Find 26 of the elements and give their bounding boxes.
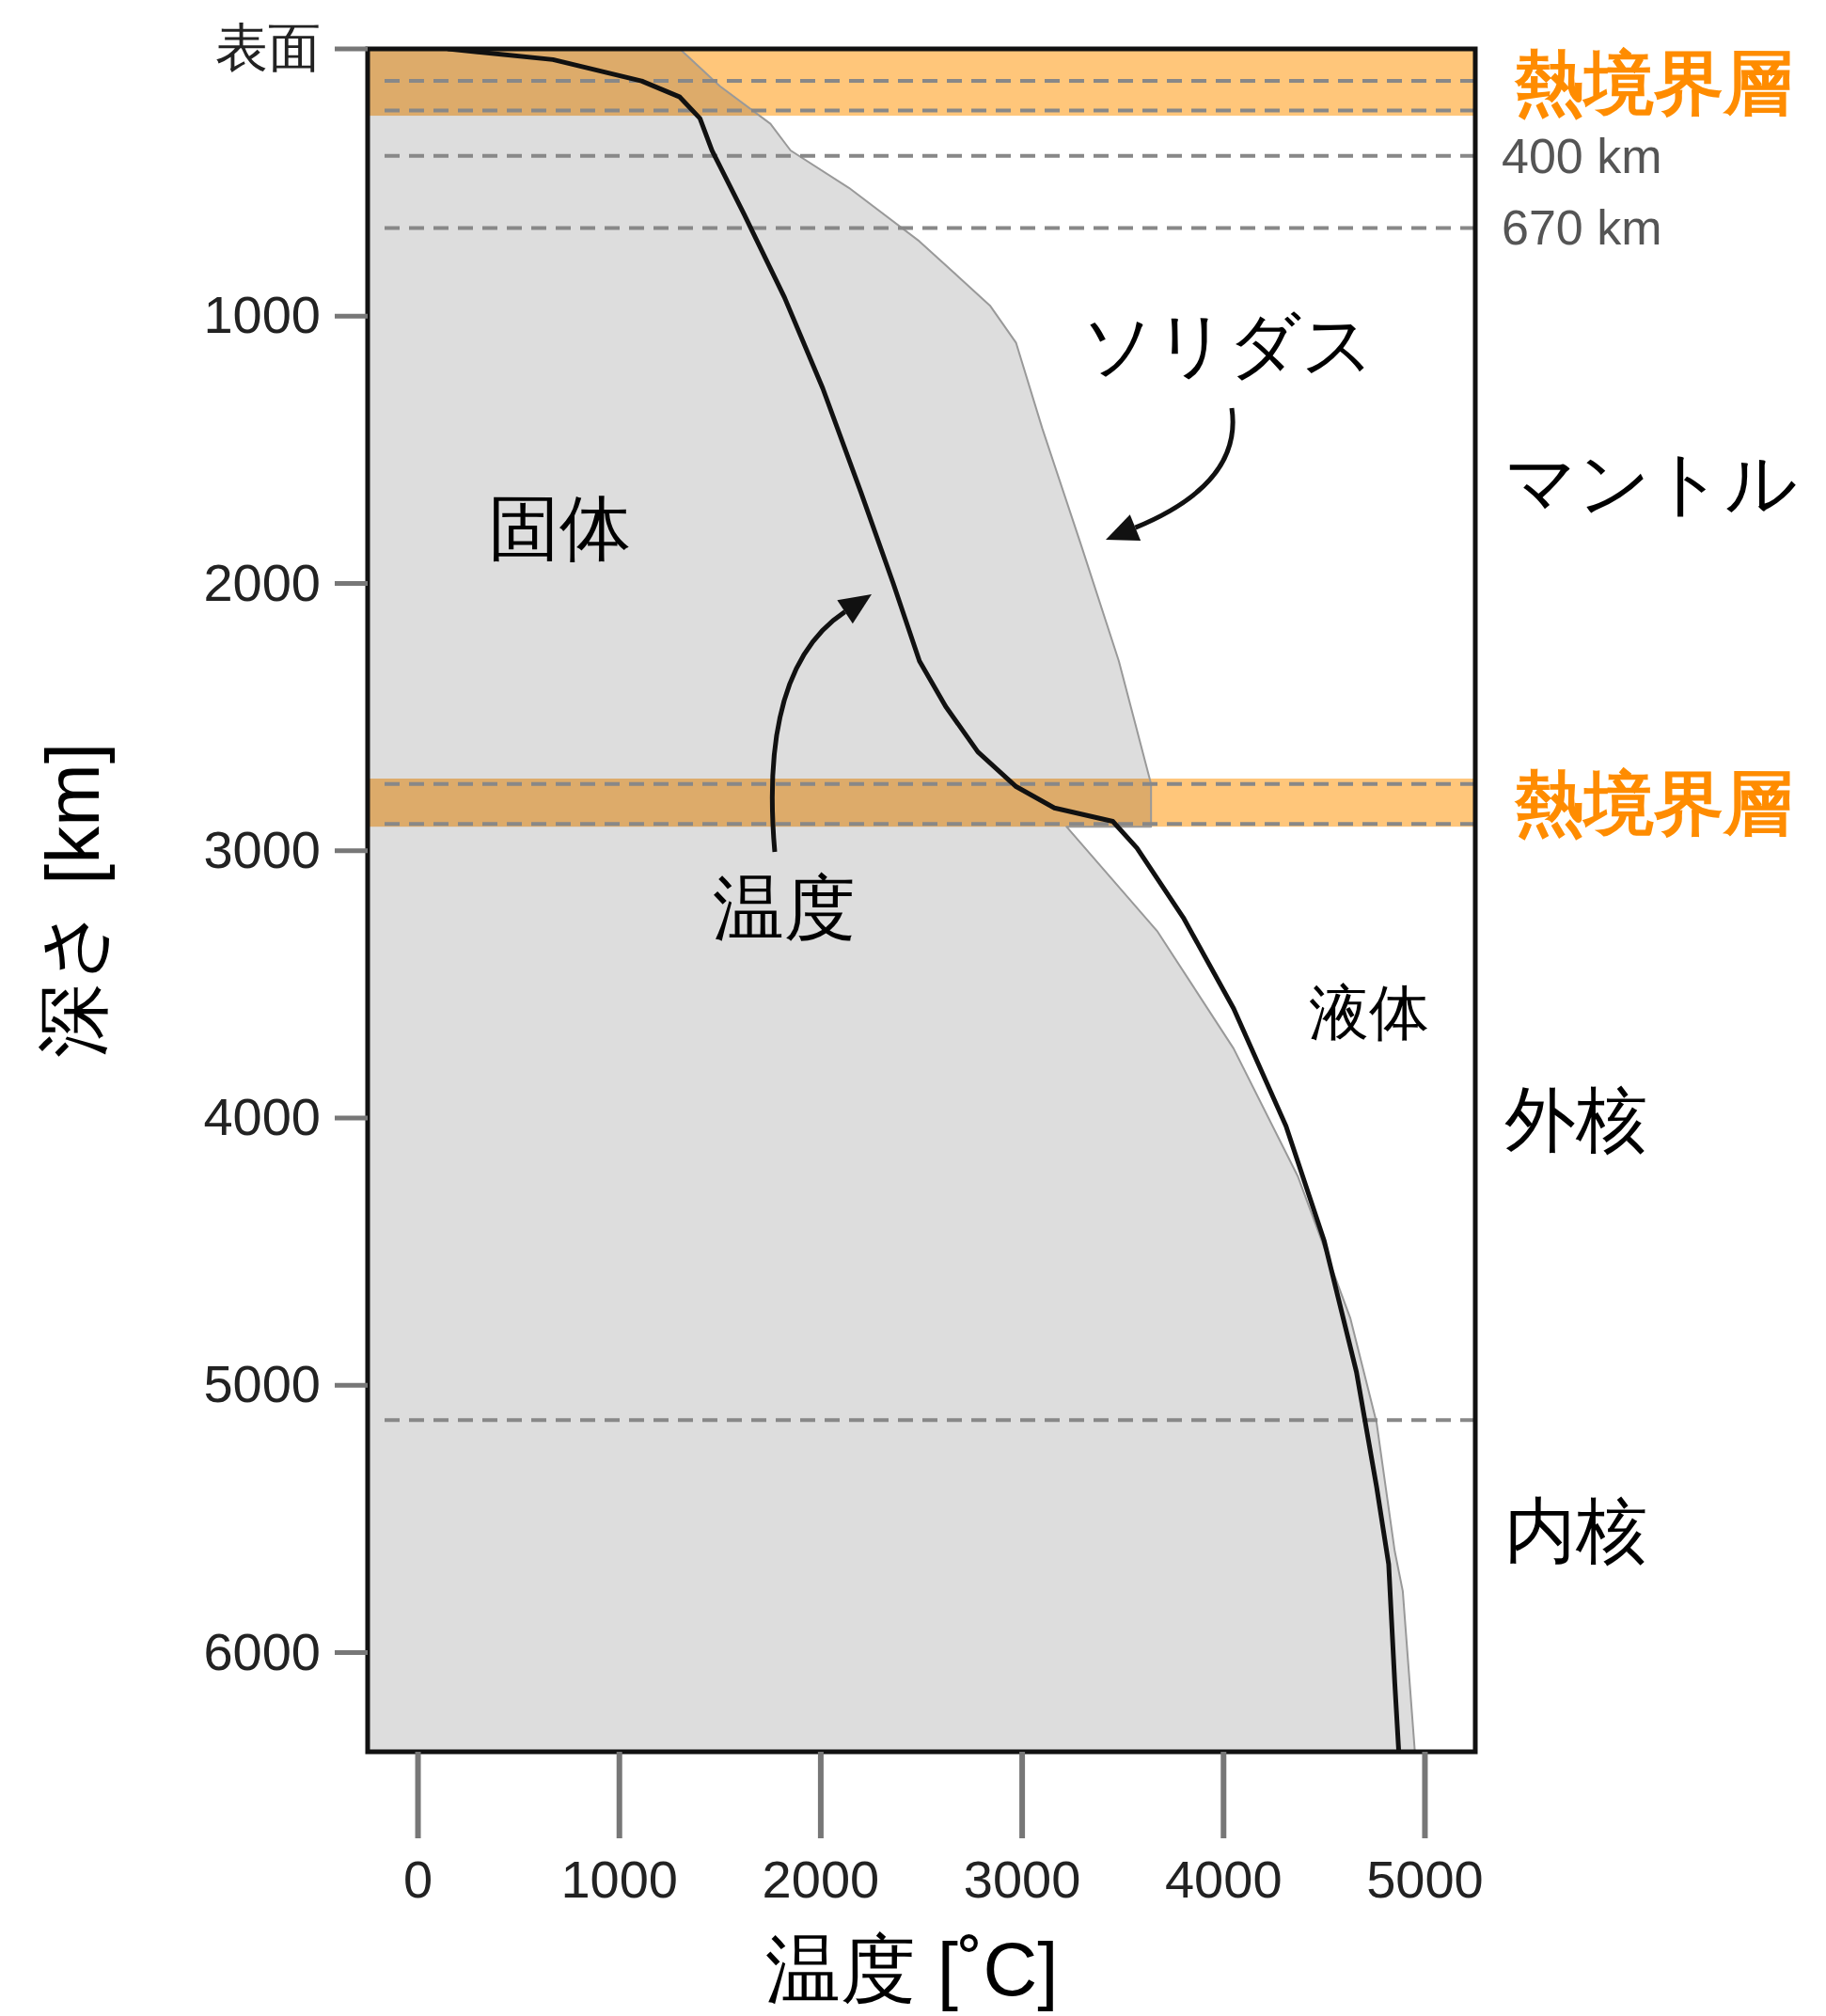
y-tick-label: 4000 (203, 1087, 321, 1147)
y-tick-label: 2000 (203, 552, 321, 612)
text: 内核 (1504, 1490, 1647, 1571)
annotation: 液体 (1309, 979, 1429, 1047)
x-tick-label: 3000 (963, 1850, 1081, 1909)
y-tick-label: 3000 (203, 819, 321, 879)
ref-line-label: 400 km (1502, 128, 1662, 183)
text: マントル (1504, 443, 1798, 524)
annotation: ソリダス (1081, 305, 1375, 386)
x-tick-label: 0 (402, 1850, 433, 1909)
ref-line-label: 670 km (1502, 200, 1662, 256)
y-tick-label: 6000 (203, 1621, 321, 1681)
y-tick-label: 1000 (203, 285, 321, 345)
annotation: 固体 (488, 488, 631, 569)
text: 外核 (1504, 1079, 1647, 1160)
y-axis-title: 深さ [km] (31, 742, 115, 1059)
x-tick-label: 4000 (1164, 1850, 1283, 1909)
annotation: 温度 (713, 868, 856, 949)
band-label: 熱境界層 (1514, 764, 1793, 843)
x-tick-label: 1000 (560, 1850, 679, 1909)
x-tick-label: 5000 (1366, 1850, 1484, 1909)
band-label: 熱境界層 (1514, 43, 1793, 122)
x-tick-label: 2000 (762, 1850, 880, 1909)
y-tick-label: 表面 (215, 18, 321, 77)
x-axis-title: 温度 [˚C] (765, 1928, 1059, 2011)
y-tick-label: 5000 (203, 1354, 321, 1414)
